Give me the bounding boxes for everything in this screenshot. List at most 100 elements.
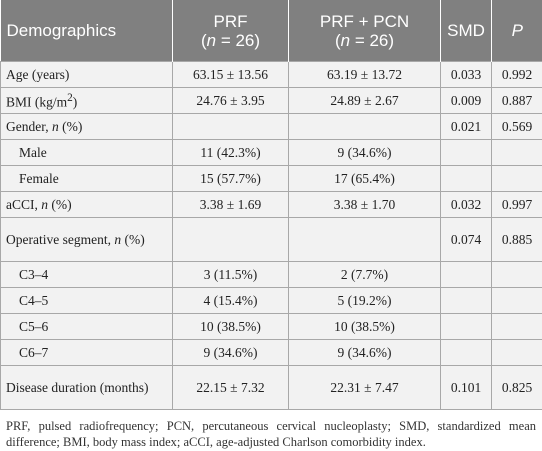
cell-prf-pcn: 5 (19.2%) — [288, 287, 441, 314]
cell-p — [491, 139, 542, 166]
header-text: PRF + PCN — [319, 11, 410, 31]
cell-smd: 0.074 — [440, 217, 492, 262]
table-row: Female 15 (57.7%) 17 (65.4%) — [0, 165, 542, 192]
cell-prf-pcn: 9 (34.6%) — [288, 339, 441, 366]
cell-p: 0.887 — [491, 87, 542, 114]
cell-prf-pcn — [288, 217, 441, 262]
label-text: ) — [72, 94, 78, 110]
table-row: Gender, n (%) 0.021 0.569 — [0, 113, 542, 140]
cell-p — [491, 287, 542, 314]
cell-p: 0.997 — [491, 191, 542, 218]
cell-smd — [440, 261, 492, 288]
cell-smd: 0.032 — [440, 191, 492, 218]
label-text: (%) — [48, 197, 72, 212]
table-row: Disease duration (months) 22.15 ± 7.32 22.… — [0, 365, 542, 410]
cell-prf: 4 (15.4%) — [172, 287, 289, 314]
table-row: Age (years) 63.15 ± 13.56 63.19 ± 13.72 0.0… — [0, 61, 542, 88]
header-text: = 26) — [216, 30, 261, 50]
row-label: C6–7 — [0, 339, 173, 366]
cell-p — [491, 313, 542, 340]
cell-p: 0.885 — [491, 217, 542, 262]
cell-smd: 0.009 — [440, 87, 492, 114]
header-text: SMD — [447, 21, 485, 40]
row-label: aCCI, n (%) — [0, 191, 173, 218]
row-label: Gender, n (%) — [0, 113, 173, 140]
cell-prf: 22.15 ± 7.32 — [172, 365, 289, 410]
table-row: C4–5 4 (15.4%) 5 (19.2%) — [0, 287, 542, 314]
label-text: Operative segment, — [6, 232, 115, 247]
row-label: Female — [0, 165, 173, 192]
cell-prf-pcn: 9 (34.6%) — [288, 139, 441, 166]
cell-p: 0.992 — [491, 61, 542, 88]
label-text: Gender, — [6, 119, 52, 134]
table-row: BMI (kg/m2) 24.76 ± 3.95 24.89 ± 2.67 0.009… — [0, 87, 542, 114]
cell-prf: 11 (42.3%) — [172, 139, 289, 166]
header-text: ( — [200, 30, 207, 50]
table-body: Age (years) 63.15 ± 13.56 63.19 ± 13.72 0.0… — [0, 61, 542, 410]
cell-p — [491, 339, 542, 366]
cell-smd: 0.033 — [440, 61, 492, 88]
label-text: n — [51, 119, 59, 134]
cell-prf: 15 (57.7%) — [172, 165, 289, 192]
table-row: C6–7 9 (34.6%) 9 (34.6%) — [0, 339, 542, 366]
cell-p: 0.825 — [491, 365, 542, 410]
header-text: PRF — [213, 11, 248, 31]
label-text: aCCI, — [6, 197, 42, 212]
label-text: n — [41, 197, 48, 212]
header-text: ( — [334, 30, 341, 50]
table-row: C3–4 3 (11.5%) 2 (7.7%) — [0, 261, 542, 288]
cell-smd: 0.021 — [440, 113, 492, 140]
row-label: Operative segment, n (%) — [0, 217, 173, 262]
cell-prf-pcn: 10 (38.5%) — [288, 313, 441, 340]
row-label: BMI (kg/m2) — [0, 87, 173, 114]
table-row: aCCI, n (%) 3.38 ± 1.69 3.38 ± 1.70 0.032 0.… — [0, 191, 542, 218]
label-text: 2 — [67, 92, 73, 105]
row-label: Disease duration (months) — [0, 365, 173, 410]
row-label: C4–5 — [0, 287, 173, 314]
cell-smd — [440, 313, 492, 340]
cell-prf: 3 (11.5%) — [172, 261, 289, 288]
cell-prf-pcn — [288, 113, 441, 140]
demographics-table: Demographics PRF (n = 26) PRF + PCN (n = 2… — [0, 0, 542, 410]
table-row: Male 11 (42.3%) 9 (34.6%) — [0, 139, 542, 166]
cell-prf-pcn: 63.19 ± 13.72 — [288, 61, 441, 88]
cell-p — [491, 165, 542, 192]
cell-prf: 24.76 ± 3.95 — [172, 87, 289, 114]
row-label: C3–4 — [0, 261, 173, 288]
cell-smd — [440, 139, 492, 166]
cell-prf — [172, 217, 289, 262]
cell-prf: 9 (34.6%) — [172, 339, 289, 366]
header-text: n — [340, 30, 351, 50]
header-cell: PRF (n = 26) — [172, 0, 289, 62]
row-label: Male — [0, 139, 173, 166]
cell-prf-pcn: 22.31 ± 7.47 — [288, 365, 441, 410]
header-text: P — [511, 21, 523, 40]
label-text: (%) — [58, 119, 83, 134]
header-cell: Demographics — [0, 0, 173, 62]
cell-p — [491, 261, 542, 288]
header-text: = 26) — [350, 30, 395, 50]
label-text: (%) — [121, 232, 145, 247]
cell-prf: 10 (38.5%) — [172, 313, 289, 340]
header-cell: PRF + PCN (n = 26) — [288, 0, 441, 62]
cell-prf: 63.15 ± 13.56 — [172, 61, 289, 88]
footnote: PRF, pulsed radiofrequency; PCN, percuta… — [6, 419, 536, 449]
header-cell: SMD — [440, 0, 492, 62]
cell-prf-pcn: 17 (65.4%) — [288, 165, 441, 192]
header-text: Demographics — [6, 21, 117, 40]
header-text: n — [206, 30, 217, 50]
row-label: C5–6 — [0, 313, 173, 340]
label-text: n — [114, 232, 122, 247]
cell-prf — [172, 113, 289, 140]
label-text: BMI (kg/m — [6, 94, 68, 110]
cell-smd — [440, 287, 492, 314]
cell-prf-pcn: 24.89 ± 2.67 — [288, 87, 441, 114]
cell-smd: 0.101 — [440, 365, 492, 410]
table-row: C5–6 10 (38.5%) 10 (38.5%) — [0, 313, 542, 340]
header-cell: P — [491, 0, 542, 62]
cell-smd — [440, 165, 492, 192]
cell-p: 0.569 — [491, 113, 542, 140]
header-row: Demographics PRF (n = 26) PRF + PCN (n = 2… — [0, 0, 542, 62]
cell-smd — [440, 339, 492, 366]
